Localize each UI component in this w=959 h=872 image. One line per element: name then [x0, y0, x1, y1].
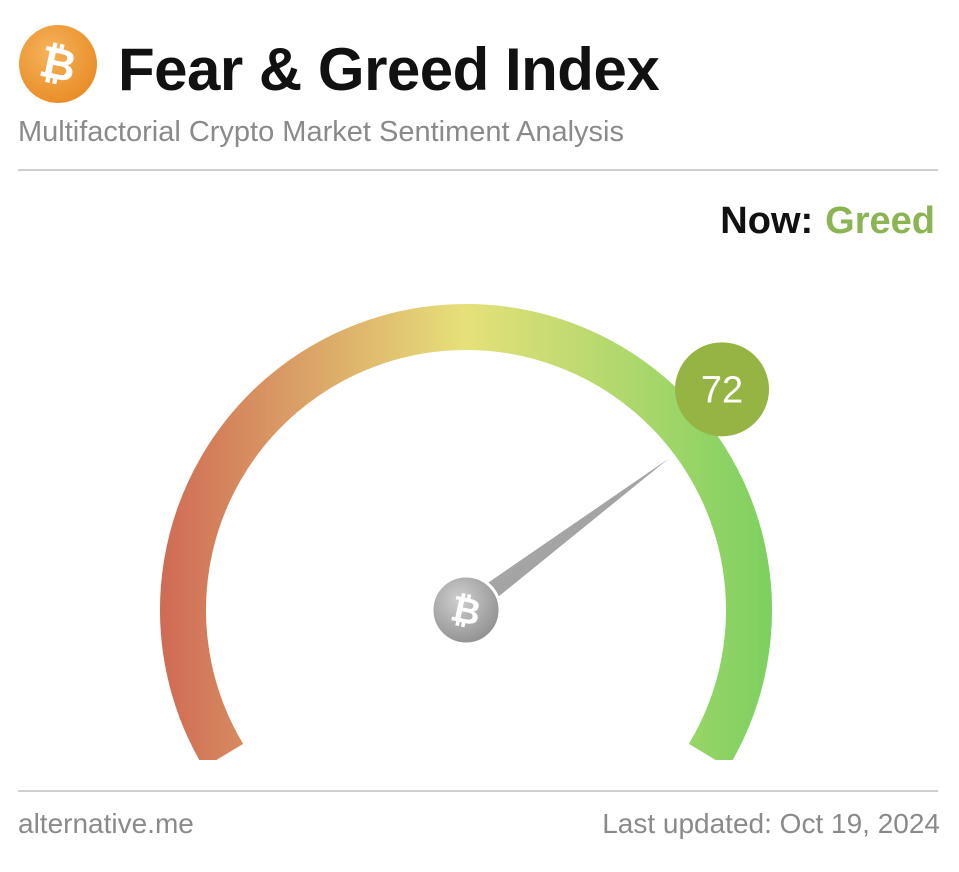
value-badge-text: 72 [701, 369, 743, 411]
page-title: Fear & Greed Index [118, 36, 660, 103]
sentiment-gauge: ₿ 72 [160, 304, 772, 760]
last-updated: Last updated: Oct 19, 2024 [602, 808, 940, 839]
current-sentiment: Now: Greed [720, 200, 935, 243]
now-label: Now: [720, 200, 814, 242]
hub-circle [430, 574, 502, 646]
bitcoin-logo-icon: ₿ [19, 25, 97, 103]
gauge-needle [460, 458, 669, 619]
gauge-hub: ₿ [430, 574, 502, 646]
value-badge-circle [675, 342, 770, 437]
now-value: Greed [825, 200, 935, 242]
divider [18, 169, 938, 171]
value-badge: 72 [675, 342, 770, 437]
gauge-arc [160, 304, 772, 760]
page-subtitle: Multifactorial Crypto Market Sentiment A… [18, 116, 624, 148]
divider [18, 790, 938, 792]
source-link[interactable]: alternative.me [18, 808, 194, 839]
